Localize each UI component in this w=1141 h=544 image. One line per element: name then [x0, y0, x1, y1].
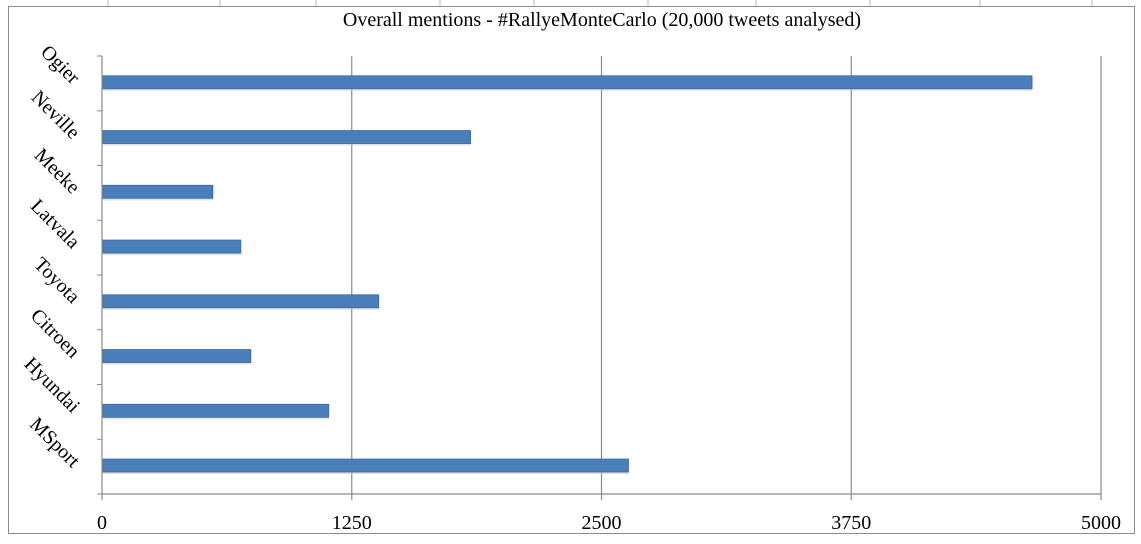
x-tick-label-1250: 1250 [332, 512, 372, 534]
top-tick-stubs [107, 0, 1093, 6]
category-label-toyota: Toyota [29, 253, 84, 308]
category-label-meeke: Meeke [30, 144, 84, 198]
category-label-ogier: Ogier [36, 41, 84, 89]
gridlines [351, 56, 1102, 500]
x-tick-label-3750: 3750 [831, 512, 871, 534]
axes [97, 55, 1101, 500]
x-tick-label-2500: 2500 [582, 512, 622, 534]
bar-toyota [102, 294, 380, 309]
category-label-hyundai: Hyundai [20, 353, 85, 418]
bar-latvala [102, 239, 242, 254]
bar-meeke [102, 184, 214, 199]
x-tick-label-5000: 5000 [1081, 512, 1121, 534]
chart-title: Overall mentions - #RallyeMonteCarlo (20… [343, 9, 861, 31]
x-tick-labels: 0 1250 2500 3750 5000 [97, 512, 1121, 534]
bar-neville [102, 130, 472, 144]
bar-msport [102, 458, 629, 473]
category-label-neville: Neville [27, 86, 84, 143]
bar-ogier [102, 75, 1033, 90]
bars [102, 75, 1033, 475]
bar-hyundai [102, 403, 330, 418]
x-tick-label-0: 0 [97, 512, 107, 534]
category-label-msport: MSport [25, 413, 84, 472]
category-labels: OgierNevilleMeekeLatvalaToyotaCitroenHyu… [20, 41, 85, 472]
bar-citroen [102, 349, 252, 363]
category-label-latvala: Latvala [26, 195, 84, 253]
chart-frame [8, 6, 1135, 534]
